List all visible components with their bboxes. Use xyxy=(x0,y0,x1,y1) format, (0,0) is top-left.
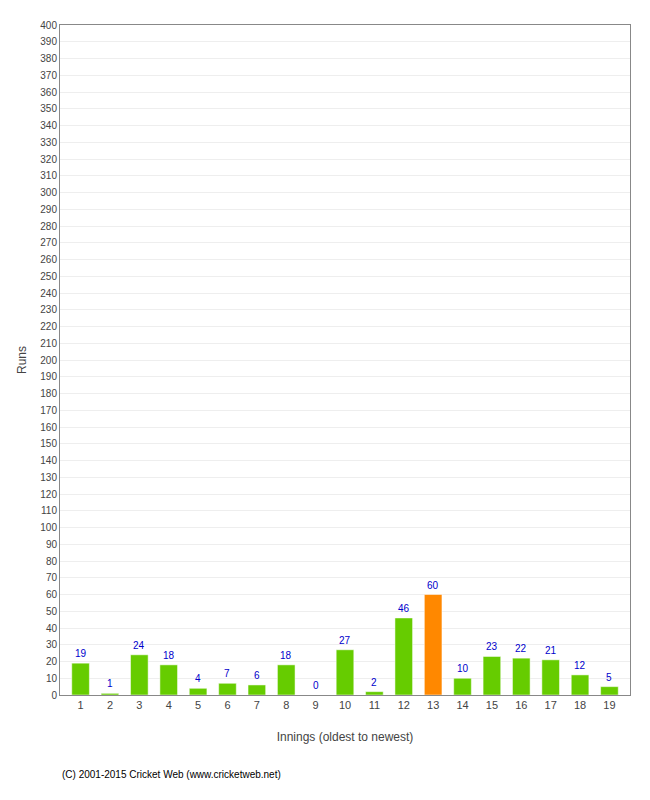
svg-text:30: 30 xyxy=(46,639,58,650)
svg-text:24: 24 xyxy=(133,640,145,651)
svg-text:11: 11 xyxy=(369,699,380,711)
svg-text:22: 22 xyxy=(515,643,527,654)
svg-text:8: 8 xyxy=(283,699,289,711)
svg-text:310: 310 xyxy=(40,170,57,181)
svg-text:200: 200 xyxy=(40,355,57,366)
svg-text:19: 19 xyxy=(603,699,615,711)
svg-text:230: 230 xyxy=(40,304,57,315)
svg-text:21: 21 xyxy=(545,645,557,656)
svg-text:3: 3 xyxy=(136,699,142,711)
svg-text:350: 350 xyxy=(40,103,57,114)
svg-text:23: 23 xyxy=(486,641,498,652)
svg-text:180: 180 xyxy=(40,388,57,399)
svg-text:2: 2 xyxy=(371,677,377,688)
svg-text:80: 80 xyxy=(46,556,58,567)
svg-text:18: 18 xyxy=(280,650,292,661)
svg-text:210: 210 xyxy=(40,338,57,349)
svg-text:16: 16 xyxy=(515,699,527,711)
svg-text:46: 46 xyxy=(398,603,410,614)
svg-text:60: 60 xyxy=(427,580,439,591)
svg-text:6: 6 xyxy=(254,670,260,681)
svg-text:300: 300 xyxy=(40,187,57,198)
svg-text:190: 190 xyxy=(40,371,57,382)
svg-text:15: 15 xyxy=(486,699,498,711)
svg-text:150: 150 xyxy=(40,438,57,449)
svg-text:330: 330 xyxy=(40,137,57,148)
svg-text:70: 70 xyxy=(46,572,58,583)
svg-text:10: 10 xyxy=(339,699,351,711)
svg-text:390: 390 xyxy=(40,36,57,47)
svg-text:50: 50 xyxy=(46,606,58,617)
svg-text:60: 60 xyxy=(46,589,58,600)
svg-text:340: 340 xyxy=(40,120,57,131)
svg-text:270: 270 xyxy=(40,237,57,248)
svg-text:160: 160 xyxy=(40,422,57,433)
svg-text:280: 280 xyxy=(40,221,57,232)
svg-text:400: 400 xyxy=(40,20,57,31)
svg-text:110: 110 xyxy=(41,505,57,516)
svg-text:10: 10 xyxy=(46,673,58,684)
svg-text:7: 7 xyxy=(224,668,230,679)
svg-text:370: 370 xyxy=(40,70,57,81)
svg-text:250: 250 xyxy=(40,271,57,282)
svg-text:(C) 2001-2015 Cricket Web (www: (C) 2001-2015 Cricket Web (www.cricketwe… xyxy=(62,769,281,780)
svg-text:12: 12 xyxy=(398,699,410,711)
svg-text:1: 1 xyxy=(78,699,84,711)
svg-text:13: 13 xyxy=(427,699,439,711)
svg-text:27: 27 xyxy=(339,635,351,646)
svg-text:5: 5 xyxy=(606,672,612,683)
svg-text:4: 4 xyxy=(195,673,201,684)
svg-text:220: 220 xyxy=(40,321,57,332)
svg-text:100: 100 xyxy=(40,522,57,533)
svg-text:4: 4 xyxy=(166,699,172,711)
svg-text:140: 140 xyxy=(40,455,57,466)
svg-text:260: 260 xyxy=(40,254,57,265)
svg-text:Innings (oldest to newest): Innings (oldest to newest) xyxy=(277,730,414,744)
svg-text:290: 290 xyxy=(40,204,57,215)
svg-text:0: 0 xyxy=(51,690,57,701)
svg-text:10: 10 xyxy=(457,663,469,674)
svg-text:14: 14 xyxy=(456,699,468,711)
svg-text:7: 7 xyxy=(254,699,260,711)
svg-text:240: 240 xyxy=(40,288,57,299)
svg-text:5: 5 xyxy=(195,699,201,711)
svg-text:130: 130 xyxy=(40,472,57,483)
svg-text:360: 360 xyxy=(40,87,57,98)
svg-text:380: 380 xyxy=(40,53,57,64)
svg-text:90: 90 xyxy=(46,539,58,550)
svg-text:19: 19 xyxy=(75,648,87,659)
svg-text:170: 170 xyxy=(40,405,57,416)
svg-text:18: 18 xyxy=(163,650,175,661)
svg-text:20: 20 xyxy=(46,656,58,667)
svg-text:320: 320 xyxy=(40,154,57,165)
svg-text:0: 0 xyxy=(313,680,319,691)
svg-text:6: 6 xyxy=(224,699,230,711)
svg-text:1: 1 xyxy=(107,678,113,689)
svg-text:Runs: Runs xyxy=(15,346,29,374)
svg-text:2: 2 xyxy=(107,699,113,711)
svg-text:18: 18 xyxy=(574,699,586,711)
svg-text:120: 120 xyxy=(40,489,57,500)
svg-text:12: 12 xyxy=(574,660,586,671)
svg-text:40: 40 xyxy=(46,623,58,634)
svg-text:9: 9 xyxy=(313,699,319,711)
svg-text:17: 17 xyxy=(545,699,557,711)
